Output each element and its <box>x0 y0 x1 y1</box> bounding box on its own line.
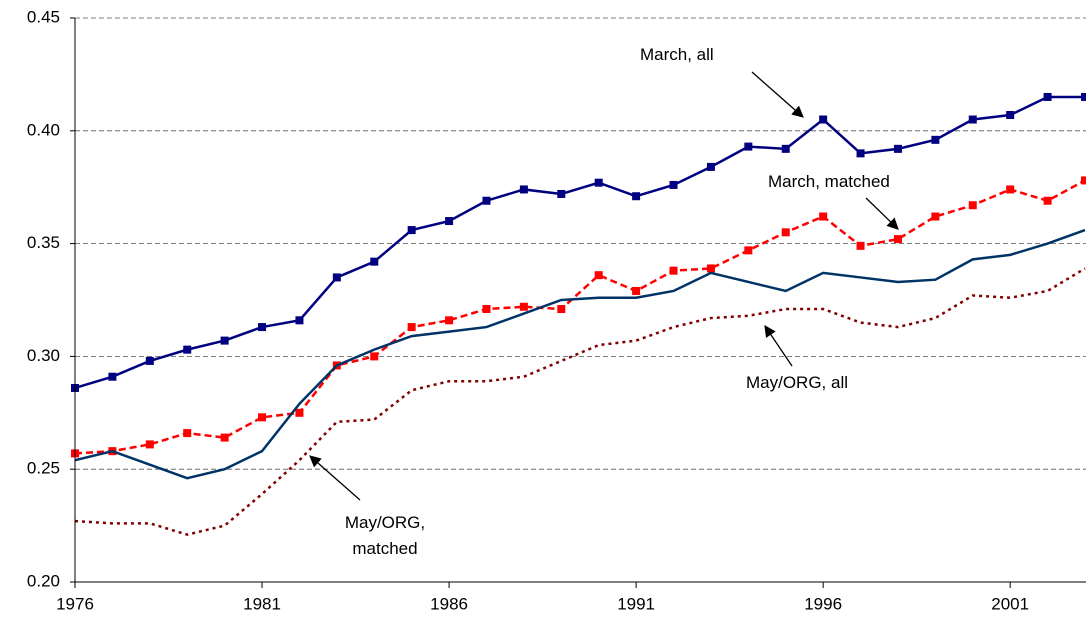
point <box>594 271 603 280</box>
point <box>744 142 753 151</box>
y-tick-label: 0.20 <box>27 571 60 590</box>
point <box>1081 176 1086 185</box>
point <box>1043 92 1052 101</box>
point <box>445 217 454 226</box>
y-tick-label: 0.30 <box>27 346 60 365</box>
point <box>669 180 678 189</box>
x-tick-label: 1976 <box>56 594 94 613</box>
series-label: May/ORG, all <box>746 373 849 392</box>
arrow <box>865 197 899 230</box>
point <box>706 264 715 273</box>
point <box>744 246 753 255</box>
point <box>370 257 379 266</box>
point <box>968 115 977 124</box>
point <box>407 323 416 332</box>
series-line <box>74 179 1086 455</box>
series-line <box>74 267 1086 536</box>
point <box>1081 92 1086 101</box>
point <box>781 144 790 153</box>
point <box>632 286 641 295</box>
arrow <box>309 455 361 501</box>
x-tick-label: 1981 <box>243 594 281 613</box>
series-label: March, all <box>640 45 714 64</box>
arrow <box>751 71 804 118</box>
point <box>482 305 491 314</box>
point <box>482 196 491 205</box>
point <box>893 144 902 153</box>
point <box>519 185 528 194</box>
point <box>519 302 528 311</box>
x-tick-label: 1996 <box>804 594 842 613</box>
point <box>669 266 678 275</box>
point <box>295 408 304 417</box>
point <box>856 241 865 250</box>
point <box>557 305 566 314</box>
point <box>931 212 940 221</box>
point <box>332 273 341 282</box>
point <box>258 323 267 332</box>
point <box>183 429 192 438</box>
y-tick-label: 0.40 <box>27 120 60 139</box>
point <box>445 316 454 325</box>
point <box>183 345 192 354</box>
point <box>819 115 828 124</box>
point <box>220 336 229 345</box>
point <box>931 135 940 144</box>
point <box>1006 111 1015 120</box>
x-tick-label: 1986 <box>430 594 468 613</box>
point <box>781 228 790 237</box>
point <box>258 413 267 422</box>
point <box>1006 185 1015 194</box>
point <box>108 372 117 381</box>
point <box>819 212 828 221</box>
series-label: May/ORG, matched <box>344 513 426 558</box>
point <box>557 189 566 198</box>
point <box>706 162 715 171</box>
point <box>220 433 229 442</box>
y-tick-label: 0.35 <box>27 233 60 252</box>
x-tick-label: 1991 <box>617 594 655 613</box>
y-tick-label: 0.25 <box>27 459 60 478</box>
point <box>1043 196 1052 205</box>
arrow <box>764 325 793 367</box>
x-tick-label: 2001 <box>991 594 1029 613</box>
point <box>145 356 154 365</box>
point <box>632 192 641 201</box>
series-line <box>74 95 1085 390</box>
point <box>893 235 902 244</box>
point <box>968 201 977 210</box>
point <box>407 226 416 235</box>
point <box>295 316 304 325</box>
point <box>370 352 379 361</box>
point <box>856 149 865 158</box>
point <box>594 178 603 187</box>
series-line <box>74 228 1086 480</box>
series-label: March, matched <box>768 172 890 191</box>
y-tick-label: 0.45 <box>27 7 60 26</box>
point <box>145 440 154 449</box>
